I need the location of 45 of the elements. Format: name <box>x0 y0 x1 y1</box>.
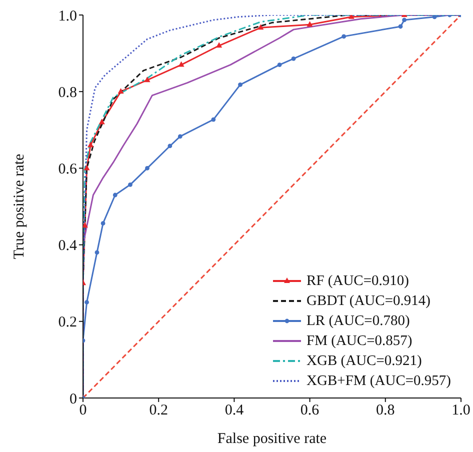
point <box>118 88 124 94</box>
x-tick-label: 1.0 <box>452 402 470 419</box>
point <box>94 250 100 255</box>
legend-label: RF (AUC=0.910) <box>306 272 409 291</box>
legend-label: XGB+FM (AUC=0.957) <box>306 372 451 391</box>
point <box>100 221 106 226</box>
x-axis-title: False positive rate <box>217 431 327 447</box>
point <box>258 24 264 30</box>
y-tick-label: 0.2 <box>58 314 77 331</box>
point <box>277 62 282 67</box>
point <box>145 166 150 170</box>
point <box>211 117 216 122</box>
x-tick-label: 0.8 <box>376 402 395 419</box>
point <box>291 56 296 61</box>
point <box>84 164 90 170</box>
point <box>402 18 406 22</box>
point <box>306 21 313 27</box>
point <box>112 192 118 198</box>
point <box>88 142 94 148</box>
y-tick-label: 0.4 <box>58 238 78 254</box>
legend-label: FM (AUC=0.857) <box>306 332 412 351</box>
point <box>128 182 132 187</box>
point <box>168 144 172 148</box>
point <box>342 34 346 39</box>
legend-label: LR (AUC=0.780) <box>306 312 410 331</box>
point <box>238 82 242 87</box>
legend-label: GBDT (AUC=0.914) <box>306 292 430 311</box>
x-tick-label: 0.6 <box>300 402 320 419</box>
point <box>216 42 222 48</box>
x-tick-label: 0.4 <box>224 402 244 419</box>
point <box>98 118 105 124</box>
point <box>432 15 437 20</box>
point <box>178 61 184 67</box>
y-axis-title: True positive rate <box>11 154 28 260</box>
point <box>398 24 403 29</box>
point <box>144 76 150 82</box>
point <box>84 300 89 304</box>
point <box>178 134 182 139</box>
x-tick-label: 0.2 <box>149 402 168 419</box>
point <box>83 222 88 228</box>
y-tick-label: 0 <box>70 391 77 408</box>
y-tick-label: 0.8 <box>58 84 77 101</box>
legend-label: XGB (AUC=0.921) <box>306 352 422 371</box>
y-tick-label: 1.0 <box>58 8 77 24</box>
y-tick-label: 0.6 <box>58 162 78 178</box>
